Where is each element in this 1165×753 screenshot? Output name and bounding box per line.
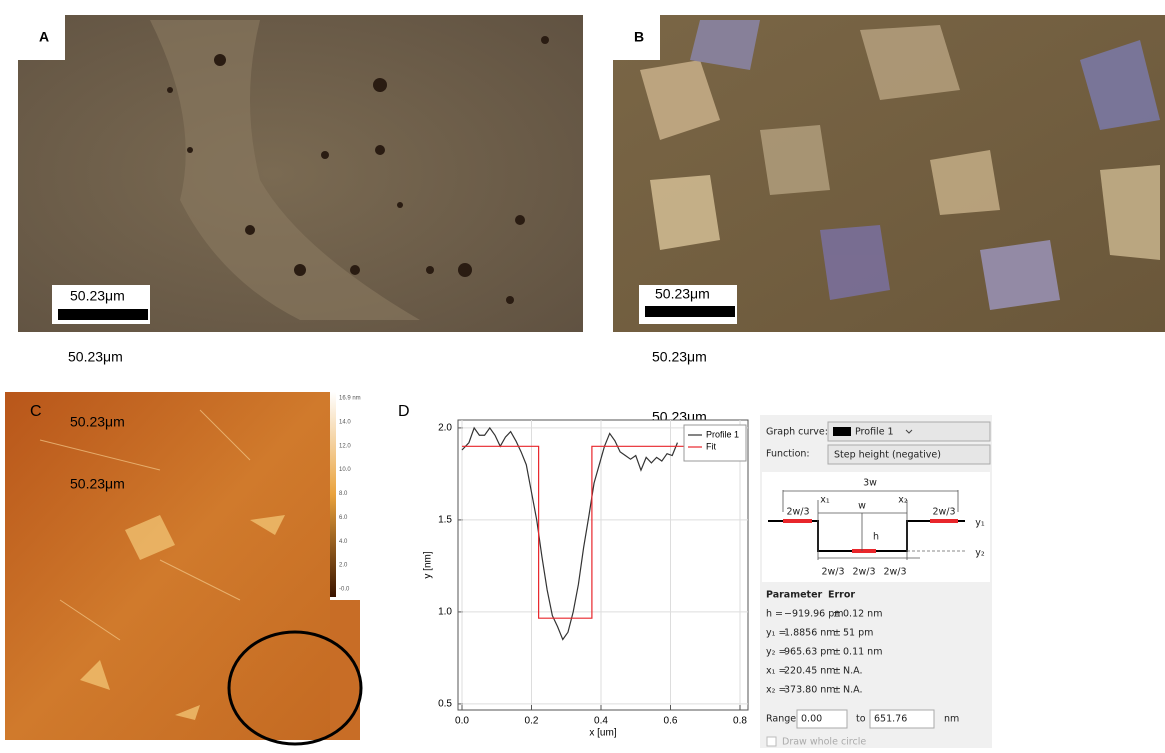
colorbar-label: 14.0 xyxy=(339,419,351,425)
param-cell: 0.12 nm xyxy=(843,609,882,620)
param-cell: ± xyxy=(833,685,841,696)
dropdown[interactable] xyxy=(828,422,990,441)
x-tick-label: 0.2 xyxy=(525,716,539,727)
scale-label: 50.23μm xyxy=(70,288,125,304)
colorbar-label: 8.0 xyxy=(339,491,348,497)
diagram-bg xyxy=(762,472,990,582)
chart: 0.5 1.0 1.5 2.0 0.0 0.2 0.4 0.6 0.8 x [um] y [nm] P… xyxy=(423,420,748,739)
diagram-label: y₁ xyxy=(975,518,985,529)
figure: A 50.23μm 50.23μm B 50.23μm 50.23μm 16.9… xyxy=(0,0,1165,748)
colorbar-label: 6.0 xyxy=(339,515,348,521)
y-tick-label: 0.5 xyxy=(438,699,452,710)
diagram-label: 2w/3 xyxy=(932,507,955,518)
x-tick-label: 0.4 xyxy=(594,716,608,727)
diagram-label: y₂ xyxy=(975,548,985,559)
header: Parameter xyxy=(766,590,823,601)
scale-bar xyxy=(58,309,148,320)
panel-label: C xyxy=(30,403,42,420)
label: nm xyxy=(944,714,959,725)
param-cell: N.A. xyxy=(843,685,862,696)
x-tick-label: 0.8 xyxy=(733,716,747,727)
diagram-label: 2w/3 xyxy=(821,567,844,578)
overlay-text: 50.23μm xyxy=(70,414,125,430)
input-value: 0.00 xyxy=(801,714,822,725)
swatch xyxy=(833,427,851,436)
checkbox-label: Draw whole circle xyxy=(782,737,866,748)
y-tick-label: 1.5 xyxy=(438,515,452,526)
param-cell: 373.80 nm xyxy=(784,685,836,696)
diagram-label: 3w xyxy=(863,478,877,489)
legend-label: Fit xyxy=(706,441,716,451)
param-cell: 220.45 nm xyxy=(784,666,836,677)
plot-area xyxy=(458,420,748,710)
colorbar-labels: 16.9 nm 14.0 12.0 10.0 8.0 6.0 4.0 2.0 -0.0 xyxy=(339,396,361,593)
panel-label: B xyxy=(634,29,644,45)
diagram-label: x₂ xyxy=(898,495,908,506)
scale-bar xyxy=(645,306,735,317)
diagram-label: h xyxy=(873,532,879,543)
x-tick-label: 0.6 xyxy=(664,716,678,727)
param-cell: ± xyxy=(833,647,841,658)
label: Function: xyxy=(766,449,810,460)
colorbar-label: 12.0 xyxy=(339,443,351,449)
label: Range: xyxy=(766,714,799,725)
param-cell: ± xyxy=(833,628,841,639)
y-tick-label: 2.0 xyxy=(438,423,452,434)
afm-image-ext xyxy=(330,600,360,740)
panel-b: B 50.23μm 50.23μm xyxy=(613,15,1165,365)
label: Graph curve: xyxy=(766,427,828,438)
param-cell: 1.8856 nm xyxy=(784,628,836,639)
header: Error xyxy=(828,590,855,601)
dropdown-value: Step height (negative) xyxy=(834,450,941,461)
fit-panel: Graph curve: Profile 1 Function: Step he… xyxy=(760,415,992,748)
colorbar-label: 10.0 xyxy=(339,467,351,473)
panel-a: A 50.23μm 50.23μm xyxy=(18,15,583,365)
diagram-label: w xyxy=(858,501,866,512)
overlay-text: 50.23μm xyxy=(70,476,125,492)
param-cell: N.A. xyxy=(843,666,862,677)
colorbar-label: 16.9 nm xyxy=(339,396,361,402)
panel-c: 16.9 nm 14.0 12.0 10.0 8.0 6.0 4.0 2.0 -0.0 C 50… xyxy=(5,392,361,744)
param-cell: 0.11 nm xyxy=(843,647,882,658)
x-axis-label: x [um] xyxy=(589,728,616,739)
colorbar-label: 2.0 xyxy=(339,563,348,569)
diagram-label: 2w/3 xyxy=(883,567,906,578)
label: to xyxy=(856,714,866,725)
diagram-label: 2w/3 xyxy=(852,567,875,578)
y-axis-label: y [nm] xyxy=(423,551,434,578)
param-cell: 965.63 pm xyxy=(784,647,836,658)
param-cell: ± xyxy=(833,666,841,677)
afm-image xyxy=(5,392,330,740)
input-value: 651.76 xyxy=(874,714,907,725)
param-cell: 51 pm xyxy=(843,628,873,639)
x-tick-label: 0.0 xyxy=(455,716,469,727)
panel-label: D xyxy=(398,403,410,420)
y-tick-label: 1.0 xyxy=(438,607,452,618)
panel-label: A xyxy=(39,29,49,45)
diagram-label: 2w/3 xyxy=(786,507,809,518)
legend-label: Profile 1 xyxy=(706,429,739,439)
colorbar-label: -0.0 xyxy=(339,587,350,593)
colorbar xyxy=(330,392,336,597)
caption: 50.23μm xyxy=(68,349,123,365)
param-cell: ± xyxy=(833,609,841,620)
checkbox[interactable] xyxy=(767,737,776,746)
param-cell: h = xyxy=(766,609,783,620)
caption: 50.23μm xyxy=(652,349,707,365)
dropdown-value: Profile 1 xyxy=(855,427,894,438)
colorbar-label: 4.0 xyxy=(339,539,348,545)
scale-label: 50.23μm xyxy=(655,286,710,302)
diagram-label: x₁ xyxy=(820,495,830,506)
